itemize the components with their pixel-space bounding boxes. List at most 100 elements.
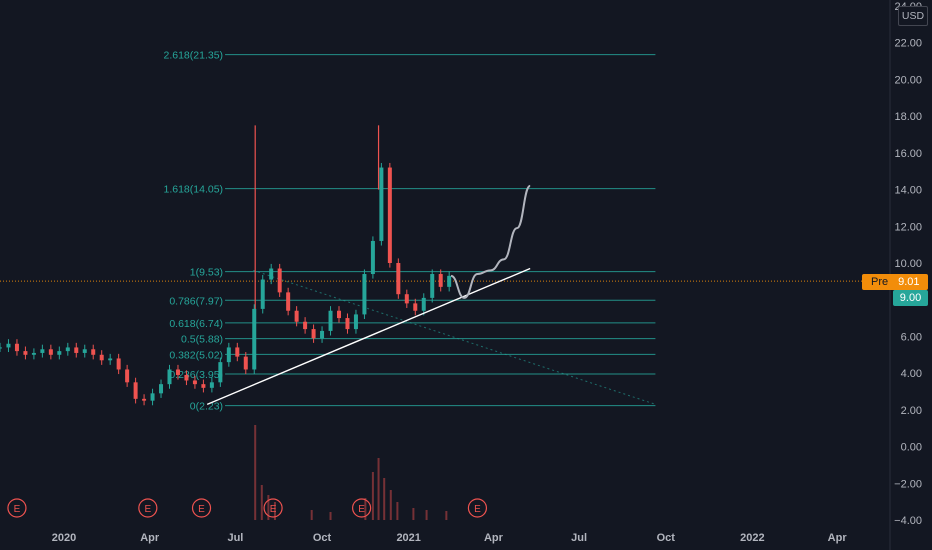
candle-body xyxy=(362,274,367,315)
y-tick-label: 16.00 xyxy=(894,148,922,160)
y-tick-label: 2.00 xyxy=(901,405,922,417)
earnings-marker xyxy=(138,498,158,518)
support-trendline xyxy=(206,267,531,405)
candle-body xyxy=(48,349,53,355)
volume-bar xyxy=(396,502,399,520)
candle-body xyxy=(396,263,401,295)
y-tick-label: 4.00 xyxy=(901,368,922,380)
candle-body xyxy=(447,275,452,287)
candle-body xyxy=(430,274,435,298)
x-tick-label: Apr xyxy=(484,532,504,544)
candle-body xyxy=(438,274,443,287)
candle-body xyxy=(345,318,350,330)
candle-body xyxy=(0,347,2,349)
candle-body xyxy=(413,303,418,311)
fib-level-label: 0.5(5.88) xyxy=(181,334,223,346)
candle-body xyxy=(116,358,121,370)
candle-body xyxy=(328,310,333,331)
volume-bar xyxy=(329,512,332,520)
earnings-marker-label: E xyxy=(358,504,365,515)
earnings-marker-label: E xyxy=(474,504,481,515)
candle-body xyxy=(57,351,62,355)
candle-body xyxy=(235,347,240,357)
y-tick-label: 0.00 xyxy=(901,442,922,454)
earnings-marker xyxy=(7,498,27,518)
candle-body xyxy=(337,310,342,319)
volume-bar xyxy=(364,498,367,520)
candle-body xyxy=(6,343,11,348)
x-tick-label: Apr xyxy=(140,532,160,544)
x-tick-label: 2020 xyxy=(52,532,76,544)
volume-bar xyxy=(273,502,276,520)
candle-body xyxy=(175,369,180,375)
volume-bar xyxy=(425,510,428,520)
candle-body xyxy=(209,382,214,388)
candle-body xyxy=(353,314,358,330)
candle-body xyxy=(192,380,197,385)
candle-body xyxy=(320,330,325,339)
candle-body xyxy=(277,268,282,293)
candle-body xyxy=(91,349,96,355)
fib-level-label: 0.618(6.74) xyxy=(169,318,223,330)
candle-body xyxy=(404,294,409,304)
candle-body xyxy=(74,347,79,353)
candle-body xyxy=(142,398,147,401)
earnings-marker xyxy=(352,498,372,518)
volume-bar xyxy=(371,472,374,520)
candle-body xyxy=(99,354,104,361)
x-tick-label: Jul xyxy=(227,532,243,544)
volume-bar xyxy=(389,490,392,520)
candle-body xyxy=(201,384,206,388)
candle-body xyxy=(379,167,384,241)
candle-body xyxy=(159,384,164,394)
candle-body xyxy=(14,343,19,352)
candle-body xyxy=(260,279,265,309)
candle-body xyxy=(421,297,426,311)
candle-body xyxy=(125,369,130,383)
candle-body xyxy=(303,321,308,330)
volume-bar xyxy=(260,485,263,520)
candle-body xyxy=(108,358,113,361)
earnings-marker xyxy=(191,498,212,518)
premarket-value: 9.01 xyxy=(898,276,920,288)
volume-bar xyxy=(267,495,270,520)
current-price-badge: 9.00 xyxy=(893,290,928,306)
candle-body xyxy=(387,167,392,263)
earnings-marker-label: E xyxy=(14,504,21,515)
fib-level-label: 1(9.53) xyxy=(190,267,223,279)
fib-level-label: 2.618(21.35) xyxy=(164,50,224,62)
y-tick-label: 18.00 xyxy=(894,111,922,123)
candle-body xyxy=(370,240,375,275)
fib-level-label: 0.786(7.97) xyxy=(169,295,223,307)
candle-body xyxy=(82,349,87,353)
candle-body xyxy=(311,329,316,339)
premarket-label: Pre xyxy=(871,276,889,288)
earnings-marker-label: E xyxy=(198,504,205,515)
candle-body xyxy=(184,374,189,381)
volume-bar xyxy=(412,508,415,520)
fib-trend-diagonal xyxy=(253,269,656,405)
volume-bar xyxy=(445,511,448,520)
fib-level-label: 0.382(5.02) xyxy=(169,349,223,361)
x-tick-label: Oct xyxy=(657,532,676,544)
x-tick-label: Jul xyxy=(571,532,587,544)
candle-body xyxy=(294,310,299,322)
x-tick-label: 2021 xyxy=(396,532,420,544)
candle-body xyxy=(133,382,138,399)
candle-body xyxy=(286,292,291,311)
candle-body xyxy=(243,356,248,370)
y-tick-label: 22.00 xyxy=(894,38,922,50)
premarket-price-badge: Pre 9.01 xyxy=(862,274,928,290)
volume-bar xyxy=(377,458,380,520)
y-tick-label: 10.00 xyxy=(894,258,922,270)
candle-body xyxy=(65,347,70,352)
projection-path xyxy=(450,184,532,299)
candle-body xyxy=(252,308,257,370)
y-tick-label: 6.00 xyxy=(901,331,922,343)
currency-selector[interactable]: USD xyxy=(898,6,928,26)
volume-bar xyxy=(310,510,313,520)
earnings-marker xyxy=(263,498,283,518)
candle-body xyxy=(40,349,45,353)
